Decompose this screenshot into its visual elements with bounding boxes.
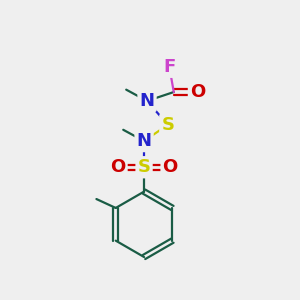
Text: O: O — [190, 83, 205, 101]
Text: S: S — [138, 158, 151, 176]
Text: F: F — [163, 58, 176, 76]
Text: O: O — [163, 158, 178, 176]
Text: S: S — [161, 116, 174, 134]
Text: N: N — [136, 132, 152, 150]
Text: O: O — [110, 158, 125, 176]
Text: N: N — [140, 92, 154, 110]
